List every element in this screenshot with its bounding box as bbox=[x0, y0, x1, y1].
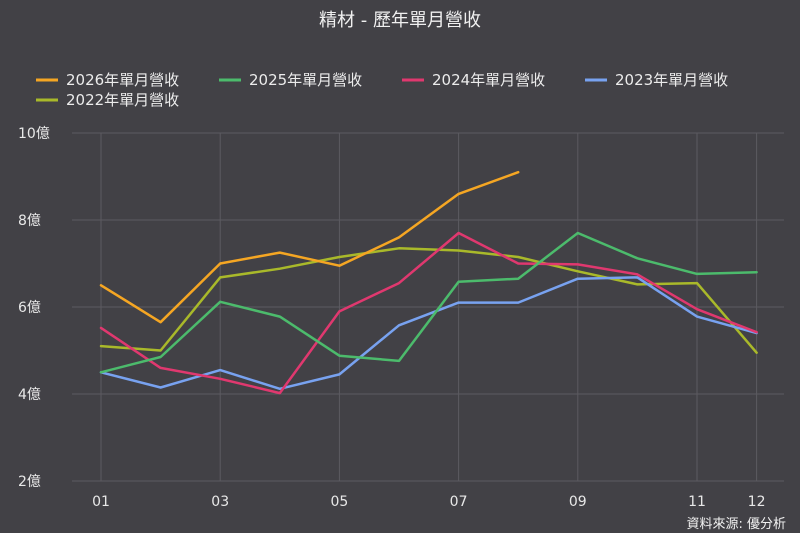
y-tick-label: 4億 bbox=[18, 387, 41, 403]
source-note: 資料來源: 優分析 bbox=[686, 517, 786, 532]
x-tick-label: 05 bbox=[330, 494, 348, 510]
legend-label: 2026年單月營收 bbox=[66, 71, 179, 89]
series-line-2025年單月營收 bbox=[99, 231, 758, 374]
x-axis: 01 03 05 07 09 11 12 bbox=[92, 494, 765, 510]
legend-item: 2026年單月營收 bbox=[36, 71, 179, 89]
series-line-2026年單月營收 bbox=[99, 170, 520, 324]
legend-label: 2024年單月營收 bbox=[432, 71, 545, 89]
chart-title: 精材 - 歷年單月營收 bbox=[319, 10, 481, 31]
legend: 2026年單月營收 2025年單月營收 2024年單月營收 2023年單月營收 2022… bbox=[36, 71, 728, 109]
legend-item: 2025年單月營收 bbox=[219, 71, 362, 89]
legend-label: 2022年單月營收 bbox=[66, 91, 179, 109]
legend-label: 2023年單月營收 bbox=[615, 71, 728, 89]
series-lines bbox=[99, 170, 758, 395]
x-tick-label: 11 bbox=[688, 494, 706, 510]
x-tick-label: 03 bbox=[211, 494, 229, 510]
x-tick-label: 09 bbox=[569, 494, 587, 510]
y-axis: 10億 8億 6億 4億 2億 bbox=[18, 126, 50, 490]
legend-label: 2025年單月營收 bbox=[249, 71, 362, 89]
legend-item: 2023年單月營收 bbox=[585, 71, 728, 89]
x-tick-label: 07 bbox=[450, 494, 468, 510]
y-tick-label: 6億 bbox=[18, 300, 41, 316]
y-tick-label: 2億 bbox=[18, 474, 41, 490]
y-tick-label: 8億 bbox=[18, 213, 41, 229]
grid bbox=[72, 132, 784, 482]
series-line-2023年單月營收 bbox=[99, 276, 758, 391]
x-tick-label: 01 bbox=[92, 494, 110, 510]
x-tick-label: 12 bbox=[748, 494, 766, 510]
legend-item: 2024年單月營收 bbox=[402, 71, 545, 89]
y-tick-label: 10億 bbox=[18, 126, 50, 142]
legend-item: 2022年單月營收 bbox=[36, 91, 179, 109]
series-line-2024年單月營收 bbox=[99, 231, 758, 395]
